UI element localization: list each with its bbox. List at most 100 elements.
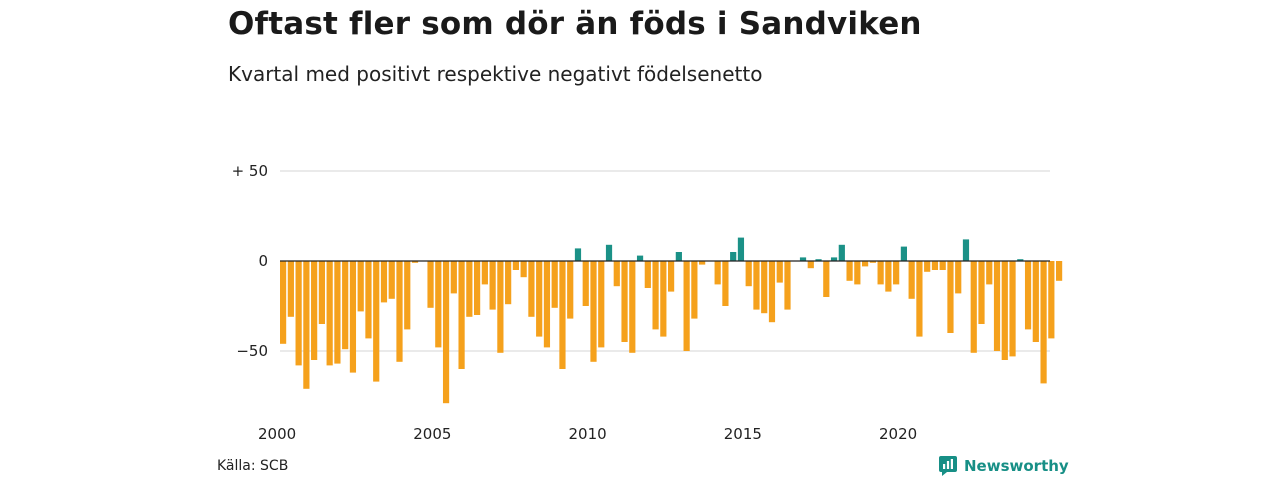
bar bbox=[574, 248, 582, 261]
chart-title: Oftast fler som dör än föds i Sandviken bbox=[228, 6, 922, 42]
bar bbox=[427, 261, 434, 308]
x-tick-label: 2010 bbox=[569, 425, 607, 443]
bar bbox=[567, 261, 574, 319]
bar bbox=[1040, 261, 1047, 384]
bar bbox=[334, 261, 341, 364]
bar bbox=[621, 261, 628, 342]
bar bbox=[481, 261, 488, 285]
bar bbox=[854, 261, 861, 285]
bar bbox=[993, 261, 1001, 351]
bar bbox=[349, 261, 357, 373]
bar bbox=[582, 261, 589, 306]
bar bbox=[737, 237, 745, 261]
bar bbox=[947, 261, 954, 333]
brand-name: Newsworthy bbox=[964, 457, 1069, 475]
bar bbox=[924, 261, 931, 272]
bar bbox=[466, 261, 473, 317]
bar bbox=[435, 261, 442, 348]
bar bbox=[722, 261, 729, 306]
bar bbox=[753, 261, 760, 310]
bar bbox=[303, 261, 310, 389]
bar bbox=[885, 261, 892, 292]
bar bbox=[970, 261, 977, 353]
x-tick-label: 2000 bbox=[258, 425, 296, 443]
bar bbox=[590, 261, 597, 362]
bar bbox=[411, 261, 419, 263]
bar bbox=[543, 261, 551, 348]
bar bbox=[730, 252, 737, 261]
bar bbox=[683, 261, 690, 351]
bar bbox=[357, 261, 364, 312]
bar bbox=[528, 261, 535, 317]
bar bbox=[512, 261, 519, 270]
bar bbox=[1056, 261, 1063, 281]
bar bbox=[699, 261, 706, 265]
y-tick-label: −50 bbox=[236, 342, 268, 360]
bar bbox=[559, 261, 566, 369]
newsworthy-logo-icon bbox=[939, 456, 957, 476]
x-tick-label: 2005 bbox=[413, 425, 451, 443]
y-tick-label: 0 bbox=[258, 252, 268, 270]
bar bbox=[962, 239, 970, 261]
bar bbox=[900, 246, 907, 261]
bar bbox=[675, 252, 682, 261]
bar bbox=[908, 261, 915, 299]
bar-chart: + 50 0 −50 2000 2005 2010 2015 2020 bbox=[232, 162, 1063, 443]
bar bbox=[1048, 261, 1055, 339]
bar bbox=[489, 261, 496, 310]
brand[interactable]: Newsworthy bbox=[938, 455, 1069, 477]
bar bbox=[784, 261, 791, 310]
bar bbox=[768, 261, 776, 323]
bar bbox=[761, 261, 768, 314]
bar bbox=[939, 261, 946, 270]
y-tick-label: + 50 bbox=[232, 162, 268, 180]
source-note: Källa: SCB bbox=[217, 458, 289, 474]
bar bbox=[1032, 261, 1039, 342]
bar bbox=[668, 261, 675, 292]
bar bbox=[458, 261, 465, 369]
bar bbox=[613, 261, 620, 287]
bar bbox=[380, 261, 388, 303]
bar bbox=[807, 261, 814, 269]
x-tick-label: 2015 bbox=[724, 425, 762, 443]
bar bbox=[652, 261, 659, 330]
bar bbox=[986, 261, 993, 285]
bar bbox=[978, 261, 985, 324]
bar bbox=[551, 261, 558, 308]
bar bbox=[280, 261, 287, 344]
bar bbox=[660, 261, 667, 337]
bar bbox=[1017, 259, 1024, 261]
bars bbox=[280, 237, 1063, 404]
bar bbox=[869, 261, 876, 263]
bar bbox=[505, 261, 512, 305]
bar bbox=[318, 261, 325, 324]
bar bbox=[388, 261, 395, 299]
bar bbox=[745, 261, 752, 287]
bar bbox=[442, 261, 450, 404]
bar bbox=[776, 261, 783, 283]
bar bbox=[598, 261, 605, 348]
bar bbox=[714, 261, 721, 285]
bar bbox=[450, 261, 457, 294]
bar bbox=[326, 261, 333, 366]
bar bbox=[373, 261, 380, 382]
bar bbox=[342, 261, 349, 350]
bar bbox=[830, 257, 838, 261]
x-tick-label: 2020 bbox=[879, 425, 917, 443]
bar bbox=[1009, 261, 1016, 357]
bar bbox=[605, 244, 613, 261]
bar bbox=[287, 261, 294, 317]
bar bbox=[877, 261, 884, 285]
chart-subtitle: Kvartal med positivt respektive negativt… bbox=[228, 62, 763, 86]
gridlines bbox=[280, 170, 1050, 352]
y-axis: + 50 0 −50 bbox=[232, 162, 268, 360]
bar bbox=[497, 261, 504, 353]
bar bbox=[1024, 261, 1032, 330]
bar bbox=[474, 261, 481, 315]
bar bbox=[365, 261, 372, 339]
bar bbox=[691, 261, 698, 319]
bar bbox=[823, 261, 830, 297]
bar bbox=[295, 261, 302, 366]
bar bbox=[311, 261, 318, 360]
bar bbox=[838, 244, 845, 261]
